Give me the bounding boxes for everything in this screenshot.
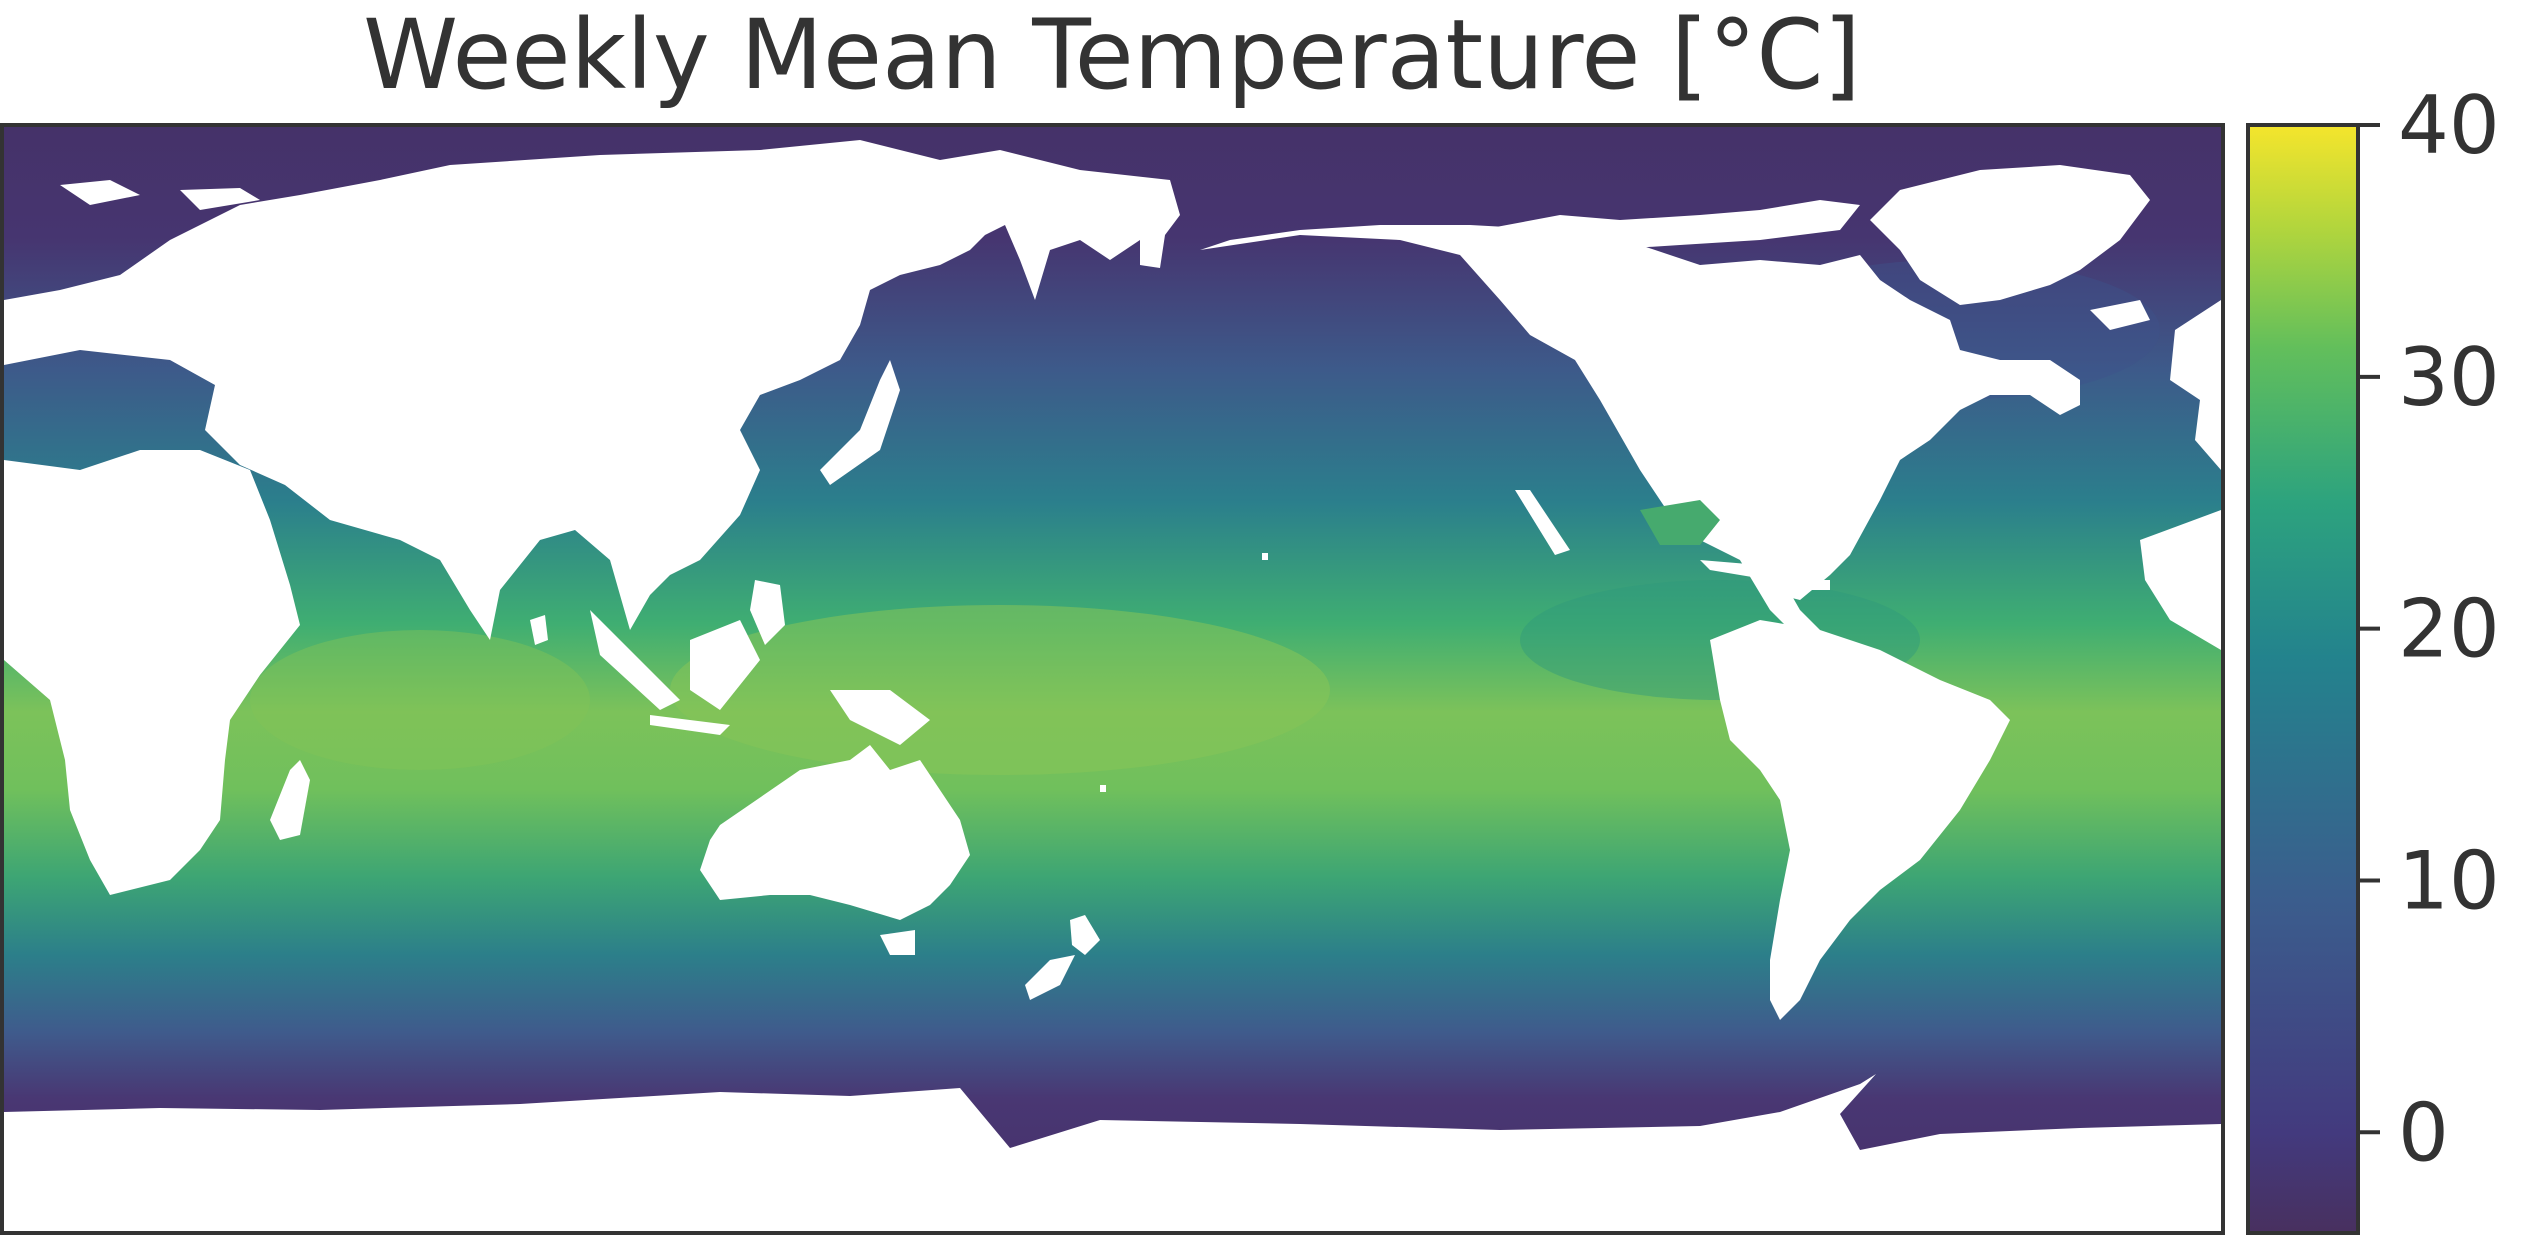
land-borneo [690,620,760,710]
land-europe-west-edge [2170,300,2221,470]
land-japan [820,360,900,485]
warm-pool-pacific [670,605,1330,775]
land-iceland [2090,300,2150,330]
land-new-guinea [830,690,930,745]
land-severnaya [180,188,260,210]
land-hispaniola [1790,580,1830,590]
land-greenland [1870,165,2150,305]
land-madagascar [270,760,310,840]
land-central-america [1740,560,1820,640]
colorbar-tick-label: 0 [2398,1086,2449,1179]
land-sri-lanka [530,615,548,645]
land-australia [700,745,970,920]
land-africa [4,450,300,895]
land-new-zealand-north [1070,915,1100,955]
colorbar-tick-label: 20 [2398,583,2500,676]
warm-indian-ocean [250,630,590,770]
chart-title: Weekly Mean Temperature [°C] [363,0,1861,111]
land-sumatra [590,610,680,710]
land-philippines [750,580,785,645]
map-frame [0,123,2225,1235]
land-svalbard [60,180,140,205]
land-new-zealand-south [1025,955,1075,1000]
land-baja-california [1515,490,1570,555]
land-south-america [1710,620,2010,1020]
land-north-america [1200,225,2080,600]
land-fiji [1100,785,1106,792]
land-arctic-islands-canada [1480,200,1860,250]
land-novaya-zemlya [320,205,420,230]
land-hawaii [1262,553,1268,560]
land-masses [4,140,2221,1231]
land-tasmania [880,930,915,955]
colorbar [2246,123,2360,1235]
land-cuba [1700,560,1790,580]
colorbar-ticks: 0 10 20 30 40 [2358,79,2500,1179]
colorbar-tick-label: 40 [2398,79,2500,172]
colorbar-tick-label: 10 [2398,834,2500,927]
land-java [650,715,730,735]
land-eurasia [4,140,1180,640]
land-africa-west-edge [2140,510,2221,650]
colorbar-tick-label: 30 [2398,331,2500,424]
land-antarctica [4,1074,2221,1231]
